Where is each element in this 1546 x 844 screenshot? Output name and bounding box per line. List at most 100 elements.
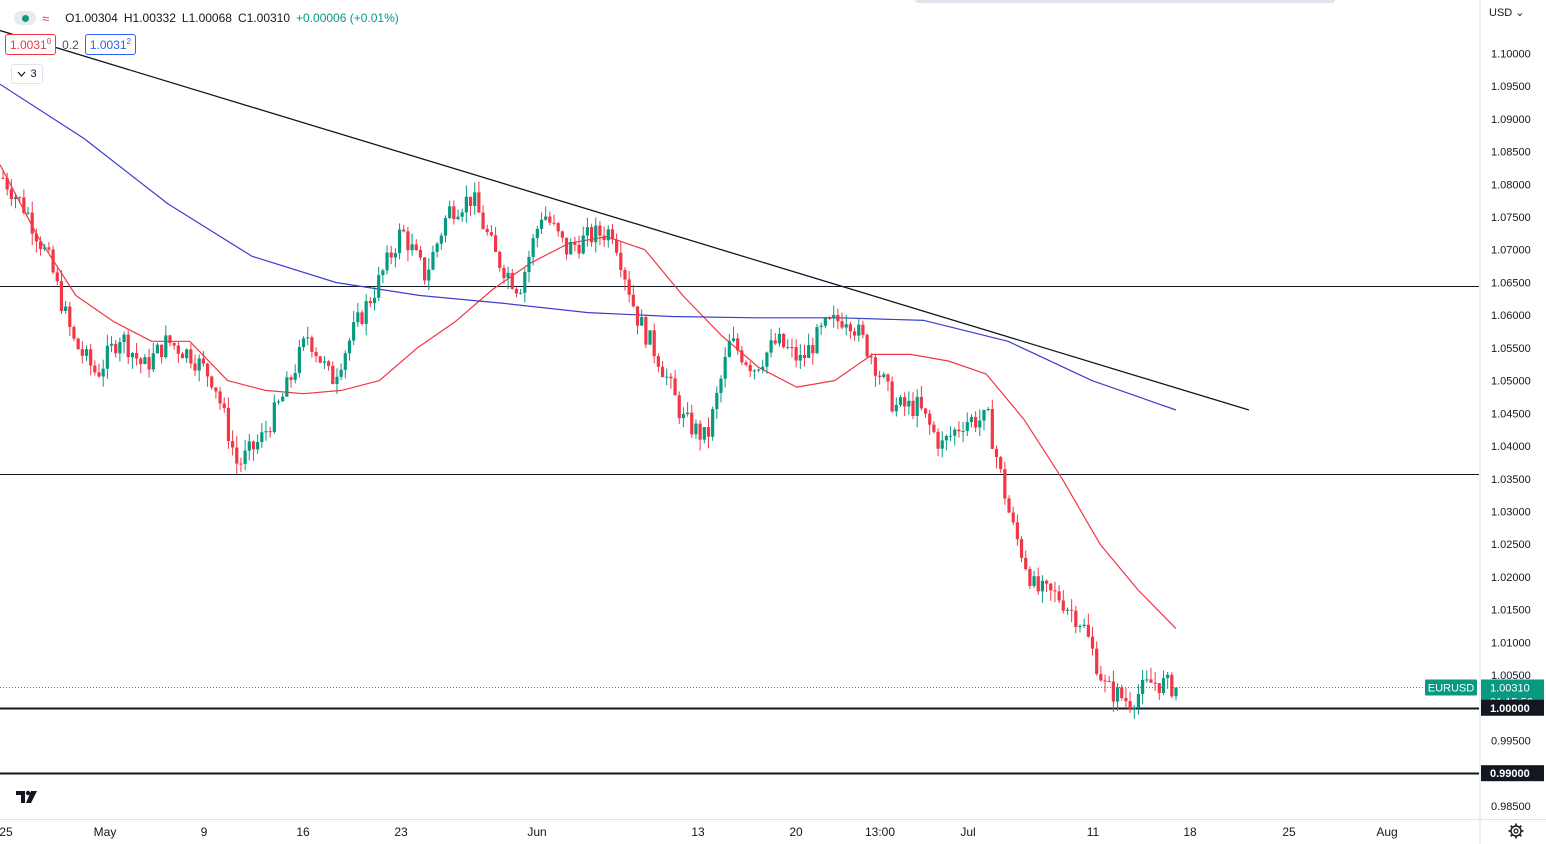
candle-body	[990, 408, 994, 449]
y-tick-label: 1.02500	[1491, 539, 1531, 551]
candle-body	[857, 324, 861, 336]
candle-body	[594, 225, 598, 243]
candle-body	[982, 409, 986, 421]
time-axis: 25 May 9 16 23 Jun 13 20 13:00 Jul 11 18 25 Aug	[0, 825, 1398, 839]
candle-body	[694, 423, 698, 435]
indicators-collapse-button[interactable]: 3	[11, 64, 43, 84]
candle-body	[1061, 600, 1065, 611]
buy-button[interactable]: 1.00312	[84, 34, 136, 55]
level-tag: 1.00000	[1490, 703, 1530, 715]
candle-body	[948, 435, 953, 437]
level-tag-bg	[1481, 765, 1544, 782]
symbol-tag-bg	[1425, 679, 1477, 696]
candle-body	[435, 243, 439, 252]
candle-body	[481, 212, 485, 229]
candle-body	[652, 330, 656, 357]
candle-body	[873, 357, 878, 376]
candle-body	[986, 408, 990, 410]
candle-body	[711, 409, 715, 437]
candle-body	[431, 251, 435, 270]
candle-body	[923, 408, 928, 414]
candle-body	[477, 192, 481, 213]
wave-icon[interactable]: ≈	[42, 10, 50, 26]
tradingview-logo-icon[interactable]	[14, 788, 40, 806]
candles	[1, 171, 1178, 719]
candle-body	[251, 441, 256, 450]
candle-body	[210, 376, 214, 388]
candle-body	[293, 372, 297, 380]
candle-body	[698, 423, 702, 440]
candle-body	[848, 324, 852, 332]
candle-body	[139, 358, 143, 365]
candle-body	[815, 327, 819, 354]
candle-body	[765, 352, 769, 367]
candle-body	[281, 396, 285, 402]
candle-body	[105, 345, 109, 369]
candle-body	[531, 238, 535, 257]
gear-icon[interactable]	[1507, 822, 1525, 840]
candle-body	[1011, 512, 1015, 523]
candle-body	[1090, 636, 1095, 649]
currency-selector[interactable]: USD ⌄	[1489, 7, 1525, 19]
candle-body	[160, 344, 164, 358]
candle-body	[260, 432, 264, 443]
candle-body	[1044, 580, 1049, 584]
legend-high: H1.00332	[123, 11, 176, 25]
y-tick-label: 0.99500	[1491, 735, 1531, 747]
eye-dot-icon[interactable]	[14, 11, 36, 25]
y-tick-label: 1.01000	[1491, 637, 1531, 649]
candle-body	[460, 212, 464, 217]
candle-body	[644, 316, 648, 345]
candle-body	[544, 216, 548, 220]
candle-body	[502, 267, 506, 278]
candle-body	[452, 206, 456, 220]
x-tick-label: 16	[296, 825, 310, 839]
trendline-layer	[0, 29, 1250, 411]
x-tick-label: 25	[0, 825, 13, 839]
y-tick-label: 1.08000	[1491, 179, 1531, 191]
candle-body	[569, 241, 573, 255]
candle-body	[1019, 539, 1024, 558]
candle-body	[310, 337, 314, 352]
level-tag: 0.99000	[1490, 768, 1530, 780]
candle-body	[581, 235, 585, 254]
ma-fast-line	[0, 164, 1177, 630]
candle-body	[911, 400, 915, 416]
candle-body	[218, 391, 222, 404]
candle-body	[1074, 610, 1078, 627]
candle-body	[364, 301, 368, 324]
candle-body	[539, 219, 544, 229]
legend-open: O1.00304	[65, 11, 118, 25]
candle-body	[264, 431, 268, 433]
y-tick-label: 0.98500	[1491, 801, 1531, 813]
candle-body	[389, 252, 393, 258]
candle-body	[1115, 687, 1120, 702]
candle-body	[1036, 576, 1040, 592]
y-tick-label: 1.00500	[1491, 670, 1531, 682]
ohlc-legend: ≈ O1.00304 H1.00332 L1.00068 C1.00310 +0…	[14, 9, 399, 27]
candle-body	[610, 229, 615, 240]
candle-body	[1132, 707, 1136, 709]
candle-body	[164, 335, 168, 358]
candle-body	[969, 417, 974, 423]
candle-body	[798, 354, 802, 361]
top-toolbar-edge	[915, 0, 1335, 3]
candle-body	[410, 244, 414, 251]
legend-change: +0.00006 (+0.01%)	[296, 11, 399, 25]
candle-body	[1120, 687, 1124, 699]
candle-body	[1136, 693, 1141, 708]
candle-body	[489, 232, 494, 236]
candle-body	[473, 192, 477, 206]
candle-body	[55, 272, 59, 282]
candle-body	[615, 239, 619, 253]
candle-body	[76, 338, 80, 350]
candle-body	[1128, 701, 1132, 709]
y-tick-label: 1.09000	[1491, 114, 1531, 126]
x-tick-label: 13	[691, 825, 705, 839]
candle-body	[122, 334, 126, 343]
sell-button[interactable]: 1.00310	[5, 34, 57, 55]
candle-body	[101, 368, 105, 377]
candle-body	[556, 223, 560, 232]
